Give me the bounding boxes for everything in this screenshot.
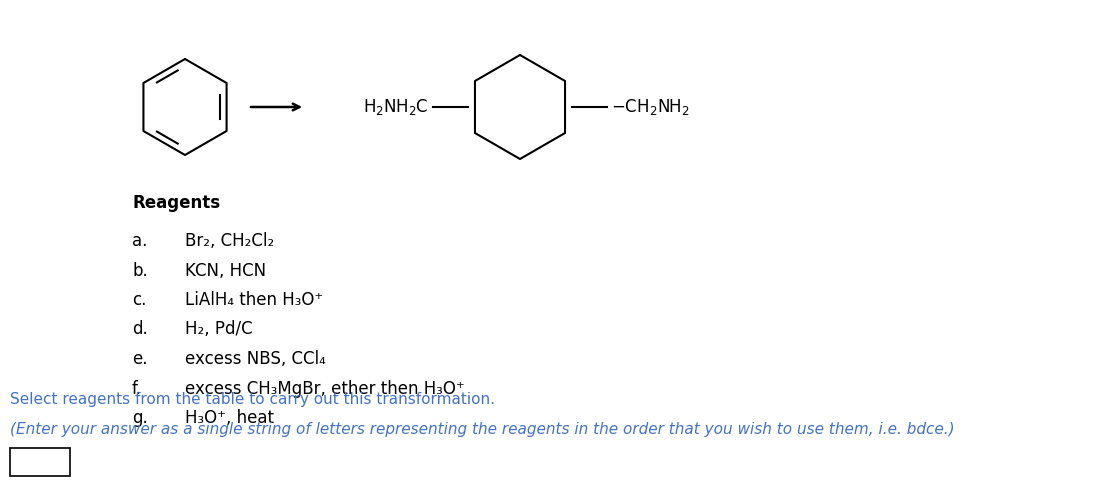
Text: d.: d. (132, 321, 147, 338)
Text: H₃O⁺, heat: H₃O⁺, heat (185, 409, 274, 427)
Text: e.: e. (132, 350, 147, 368)
Text: b.: b. (132, 262, 147, 280)
Text: f.: f. (132, 379, 142, 398)
Text: H$_2$NH$_2$C: H$_2$NH$_2$C (363, 97, 429, 117)
Text: c.: c. (132, 291, 146, 309)
Text: KCN, HCN: KCN, HCN (185, 262, 266, 280)
Bar (10, 448, 70, 476)
Text: $-$CH$_2$NH$_2$: $-$CH$_2$NH$_2$ (611, 97, 690, 117)
Text: LiAlH₄ then H₃O⁺: LiAlH₄ then H₃O⁺ (185, 291, 324, 309)
Text: Br₂, CH₂Cl₂: Br₂, CH₂Cl₂ (185, 232, 275, 250)
Text: excess NBS, CCl₄: excess NBS, CCl₄ (185, 350, 326, 368)
Text: Select reagents from the table to carry out this transformation.: Select reagents from the table to carry … (10, 392, 495, 407)
Text: g.: g. (132, 409, 147, 427)
Text: H₂, Pd/C: H₂, Pd/C (185, 321, 253, 338)
Text: (Enter your answer as a single string of letters representing the reagents in th: (Enter your answer as a single string of… (10, 422, 955, 437)
Text: excess CH₃MgBr, ether then H₃O⁺: excess CH₃MgBr, ether then H₃O⁺ (185, 379, 464, 398)
Text: Reagents: Reagents (132, 194, 220, 212)
Text: a.: a. (132, 232, 147, 250)
